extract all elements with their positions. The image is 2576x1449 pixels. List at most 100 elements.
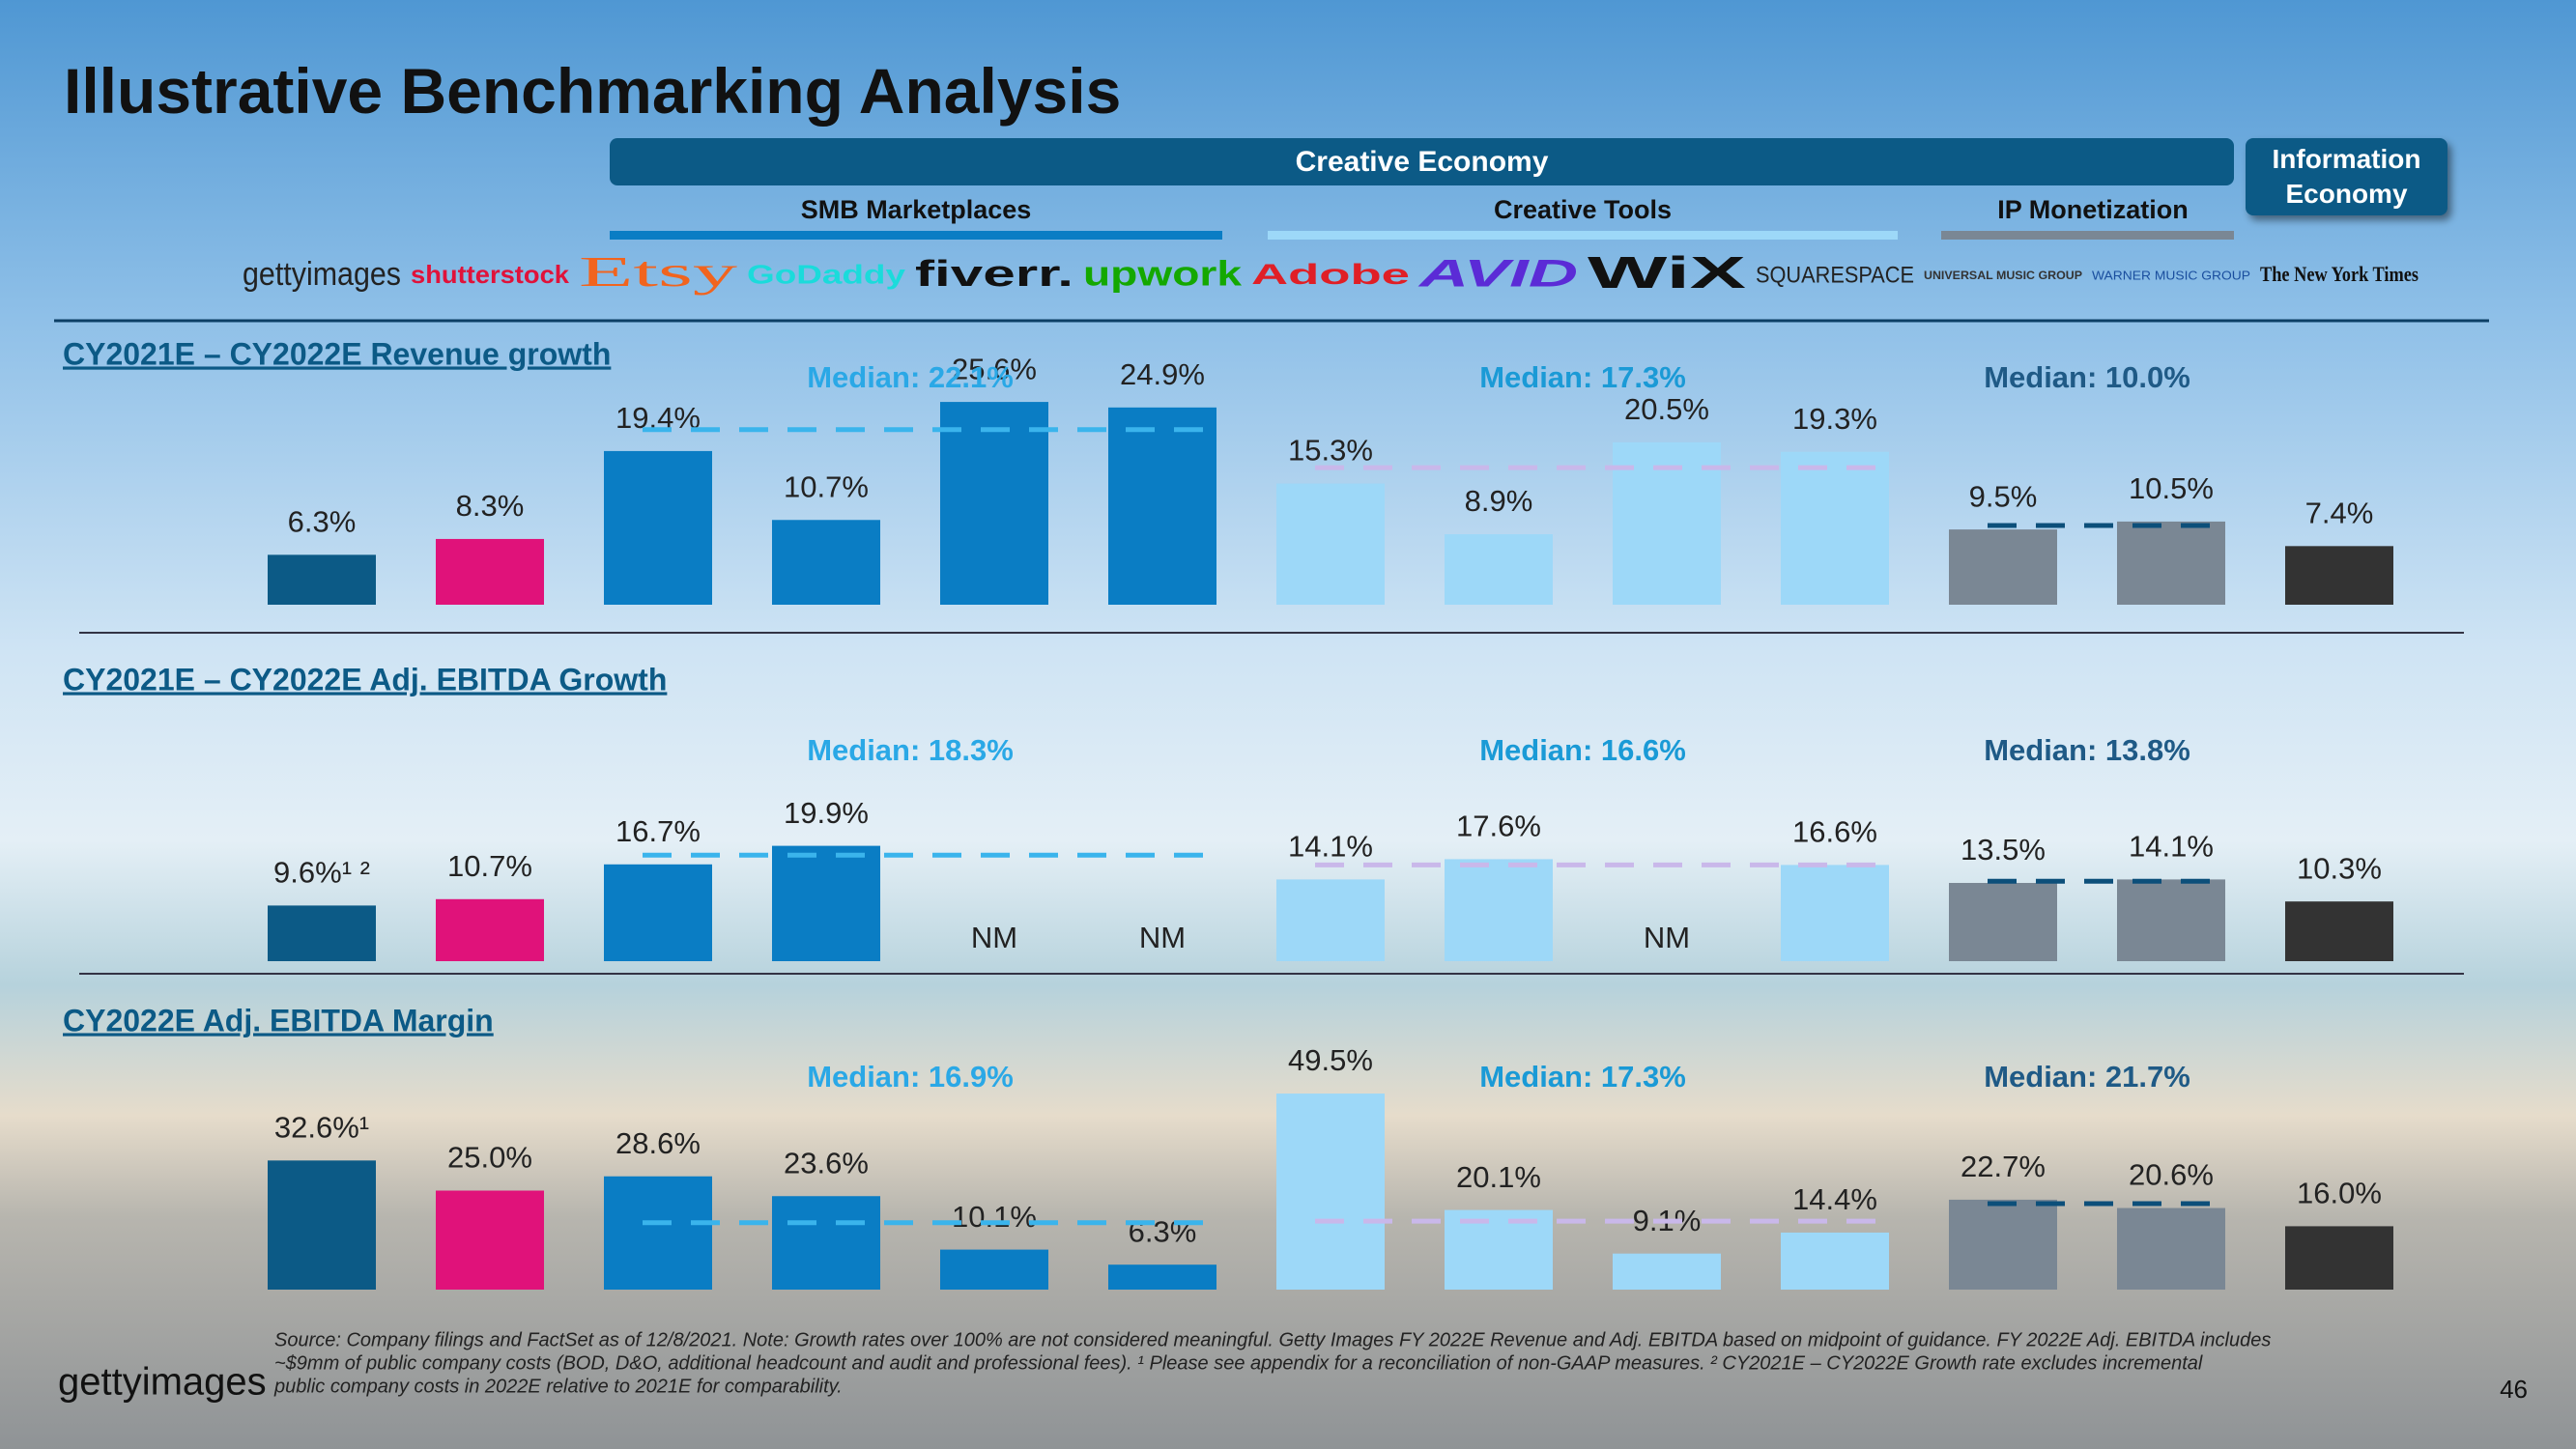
- bar: [436, 898, 544, 961]
- value-label: 14.4%: [1792, 1182, 1877, 1216]
- value-label: 16.0%: [2297, 1177, 2382, 1210]
- company-logo: gettyimages: [243, 256, 401, 293]
- bar: [1276, 483, 1385, 605]
- value-label: 20.1%: [1456, 1160, 1541, 1194]
- value-label: 17.6%: [1456, 810, 1541, 843]
- value-label: NM: [1139, 921, 1186, 954]
- slide-title: Illustrative Benchmarking Analysis: [64, 55, 1122, 127]
- value-label: 13.5%: [1961, 833, 2046, 867]
- company-logo: AVID: [1417, 253, 1578, 296]
- median-label: Median: 22.1%: [807, 360, 1014, 394]
- group-underline: [1268, 231, 1898, 240]
- bar: [772, 520, 880, 605]
- row-title: CY2021E – CY2022E Revenue growth: [63, 336, 611, 371]
- value-label: 10.5%: [2129, 471, 2214, 505]
- source-note: public company costs in 2022E relative t…: [273, 1376, 843, 1397]
- value-label: 24.9%: [1120, 357, 1205, 391]
- group-header: SMB Marketplaces: [801, 195, 1032, 224]
- value-label: 25.0%: [447, 1141, 532, 1175]
- company-logo: shutterstock: [411, 260, 570, 289]
- value-label: 10.3%: [2297, 851, 2382, 885]
- bar: [2117, 521, 2225, 605]
- footer-logo: gettyimages: [58, 1361, 267, 1404]
- company-logo: WiX: [1588, 247, 1747, 298]
- value-label: 20.6%: [2129, 1158, 2214, 1192]
- value-label: 8.9%: [1465, 484, 1533, 518]
- bar: [940, 1249, 1048, 1290]
- value-label: 9.5%: [1969, 479, 2038, 513]
- median-label: Median: 16.6%: [1479, 733, 1686, 767]
- group-underline: [610, 231, 1222, 240]
- bar: [940, 402, 1048, 605]
- value-label: 20.5%: [1624, 392, 1709, 426]
- median-label: Median: 16.9%: [807, 1060, 1014, 1094]
- bar: [1108, 407, 1216, 605]
- company-logo: The New York Times: [2260, 262, 2419, 286]
- value-label: 6.3%: [288, 505, 357, 539]
- bar: [604, 1176, 712, 1290]
- value-label: 19.9%: [784, 796, 869, 830]
- median-label: Median: 17.3%: [1479, 1060, 1686, 1094]
- value-label: 7.4%: [2305, 497, 2374, 530]
- bar: [1781, 1232, 1889, 1290]
- company-logo: fiverr.: [915, 254, 1073, 295]
- group-header: IP Monetization: [1997, 195, 2189, 224]
- economy-header: Creative Economy: [610, 138, 2234, 185]
- value-label: NM: [1644, 921, 1690, 954]
- value-label: 8.3%: [456, 489, 525, 523]
- value-label: 9.6%¹ ²: [273, 856, 370, 890]
- value-label: 49.5%: [1288, 1043, 1373, 1077]
- value-label: NM: [971, 921, 1017, 954]
- value-label: 14.1%: [2129, 830, 2214, 864]
- source-note: Source: Company filings and FactSet as o…: [274, 1329, 2271, 1350]
- median-label: Median: 18.3%: [807, 733, 1014, 767]
- value-label: 16.7%: [615, 814, 701, 848]
- value-label: 23.6%: [784, 1146, 869, 1179]
- company-logo: Adobe: [1251, 259, 1410, 291]
- company-logo: UNIVERSAL MUSIC GROUP: [1924, 269, 2082, 282]
- value-label: 10.1%: [952, 1200, 1037, 1234]
- bar: [772, 1196, 880, 1290]
- value-label: 19.3%: [1792, 402, 1877, 436]
- bar: [268, 905, 376, 961]
- company-logo: WARNER MUSIC GROUP: [2092, 268, 2250, 282]
- bar: [268, 1160, 376, 1290]
- value-label: 6.3%: [1129, 1214, 1197, 1248]
- bar: [604, 864, 712, 961]
- bar: [1781, 865, 1889, 961]
- bar: [2117, 1208, 2225, 1290]
- company-logo: SQUARESPACE: [1756, 262, 1914, 288]
- value-label: 22.7%: [1961, 1150, 2046, 1183]
- bar: [1613, 1253, 1721, 1290]
- value-label: 25.6%: [952, 352, 1037, 385]
- bar: [436, 538, 544, 605]
- group-header: Creative Tools: [1494, 195, 1672, 224]
- bar: [2285, 1226, 2393, 1290]
- bar: [2285, 901, 2393, 961]
- median-label: Median: 17.3%: [1479, 360, 1686, 394]
- bar: [1276, 879, 1385, 961]
- value-label: 10.7%: [447, 849, 532, 883]
- median-label: Median: 21.7%: [1984, 1060, 2190, 1094]
- value-label: 28.6%: [615, 1126, 701, 1160]
- source-note: ~$9mm of public company costs (BOD, D&O,…: [274, 1352, 2203, 1374]
- median-label: Median: 10.0%: [1984, 360, 2190, 394]
- value-label: 16.6%: [1792, 815, 1877, 849]
- bar: [2285, 546, 2393, 605]
- bar: [772, 845, 880, 961]
- value-label: 32.6%¹: [274, 1111, 369, 1145]
- bar: [1108, 1264, 1216, 1290]
- bar: [1445, 859, 1553, 961]
- bar: [436, 1190, 544, 1290]
- bar: [1949, 1199, 2057, 1290]
- bar: [1276, 1094, 1385, 1290]
- bar: [1949, 883, 2057, 961]
- bar: [1781, 451, 1889, 605]
- bar: [1445, 534, 1553, 605]
- group-underline: [1941, 231, 2234, 240]
- company-logo: GoDaddy: [747, 259, 906, 289]
- bar: [268, 554, 376, 605]
- bar: [2117, 879, 2225, 961]
- median-label: Median: 13.8%: [1984, 733, 2190, 767]
